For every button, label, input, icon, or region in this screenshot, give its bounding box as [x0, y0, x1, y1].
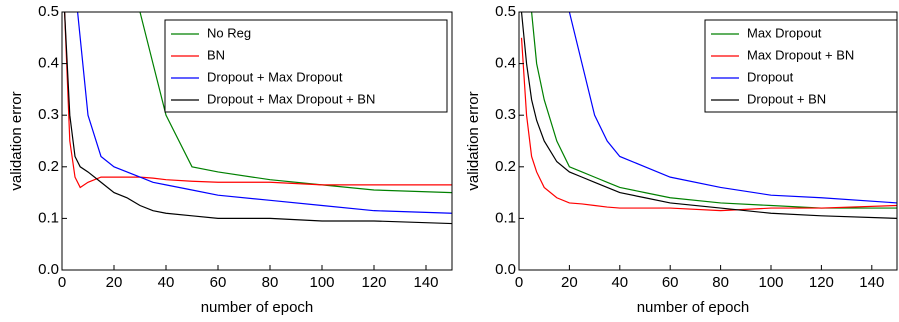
x-tick-label: 80: [712, 274, 729, 291]
y-tick-label: 0.3: [38, 106, 59, 123]
y-tick-label: 0.2: [38, 158, 59, 175]
y-tick-label: 0.4: [495, 55, 516, 72]
x-tick-label: 0: [515, 274, 523, 291]
legend-label: Max Dropout + BN: [747, 47, 854, 62]
x-tick-label: 100: [758, 274, 783, 291]
y-tick-label: 0.0: [38, 261, 59, 278]
y-tick-label: 0.5: [495, 3, 516, 20]
series-line: [520, 12, 897, 219]
x-tick-label: 80: [262, 274, 279, 291]
x-tick-label: 60: [662, 274, 679, 291]
x-axis-label: number of epoch: [201, 299, 314, 316]
plot-frame: [61, 11, 453, 271]
legend-label: No Reg: [207, 25, 251, 40]
y-tick-label: 0.2: [495, 158, 516, 175]
x-tick-label: 20: [106, 274, 123, 291]
legend-label: Dropout: [747, 69, 794, 84]
legend-label: Dropout + Max Dropout: [207, 69, 343, 84]
chart: 0.0 0.1 0.2 0.3 0.4 0.5 0 20 40 60 80 100 120 140 numb…: [465, 3, 898, 316]
legend-frame: [164, 19, 448, 113]
y-tick-label: 0.5: [38, 3, 59, 20]
x-tick-label: 40: [611, 274, 628, 291]
y-axis-label: validation error: [8, 91, 25, 190]
series-line: [530, 12, 897, 209]
legend-frame: [704, 19, 898, 113]
x-tick-label: 60: [210, 274, 227, 291]
x-tick-label: 20: [561, 274, 578, 291]
y-tick-label: 0.1: [495, 209, 516, 226]
y-tick-label: 0.0: [495, 261, 516, 278]
y-tick-label: 0.4: [38, 55, 59, 72]
series-line: [139, 12, 452, 194]
series-line: [76, 12, 452, 214]
chart: 0.0 0.1 0.2 0.3 0.4 0.5 0 20 40 60 80 100 120 140 numb…: [8, 3, 453, 316]
x-tick-label: 0: [58, 274, 66, 291]
x-tick-label: 140: [413, 274, 438, 291]
x-tick-label: 40: [158, 274, 175, 291]
y-tick-label: 0.3: [495, 106, 516, 123]
legend: Max Dropout Max Dropout + BN Dropout Dropou…: [704, 19, 898, 113]
legend-label: Dropout + Max Dropout + BN: [207, 91, 375, 106]
x-tick-label: 100: [309, 274, 334, 291]
x-tick-label: 120: [809, 274, 834, 291]
legend-label: BN: [207, 47, 225, 62]
y-axis-label: validation error: [465, 91, 482, 190]
series-line: [64, 12, 452, 225]
plot-frame: [518, 11, 898, 271]
legend-label: Dropout + BN: [747, 91, 826, 106]
series-line: [568, 12, 897, 204]
y-tick-label: 0.1: [38, 209, 59, 226]
legend-label: Max Dropout: [747, 25, 822, 40]
x-tick-label: 140: [859, 274, 884, 291]
legend: No Reg BN Dropout + Max Dropout Dropout + M…: [164, 19, 448, 113]
x-axis-label: number of epoch: [637, 299, 750, 316]
x-tick-label: 120: [361, 274, 386, 291]
